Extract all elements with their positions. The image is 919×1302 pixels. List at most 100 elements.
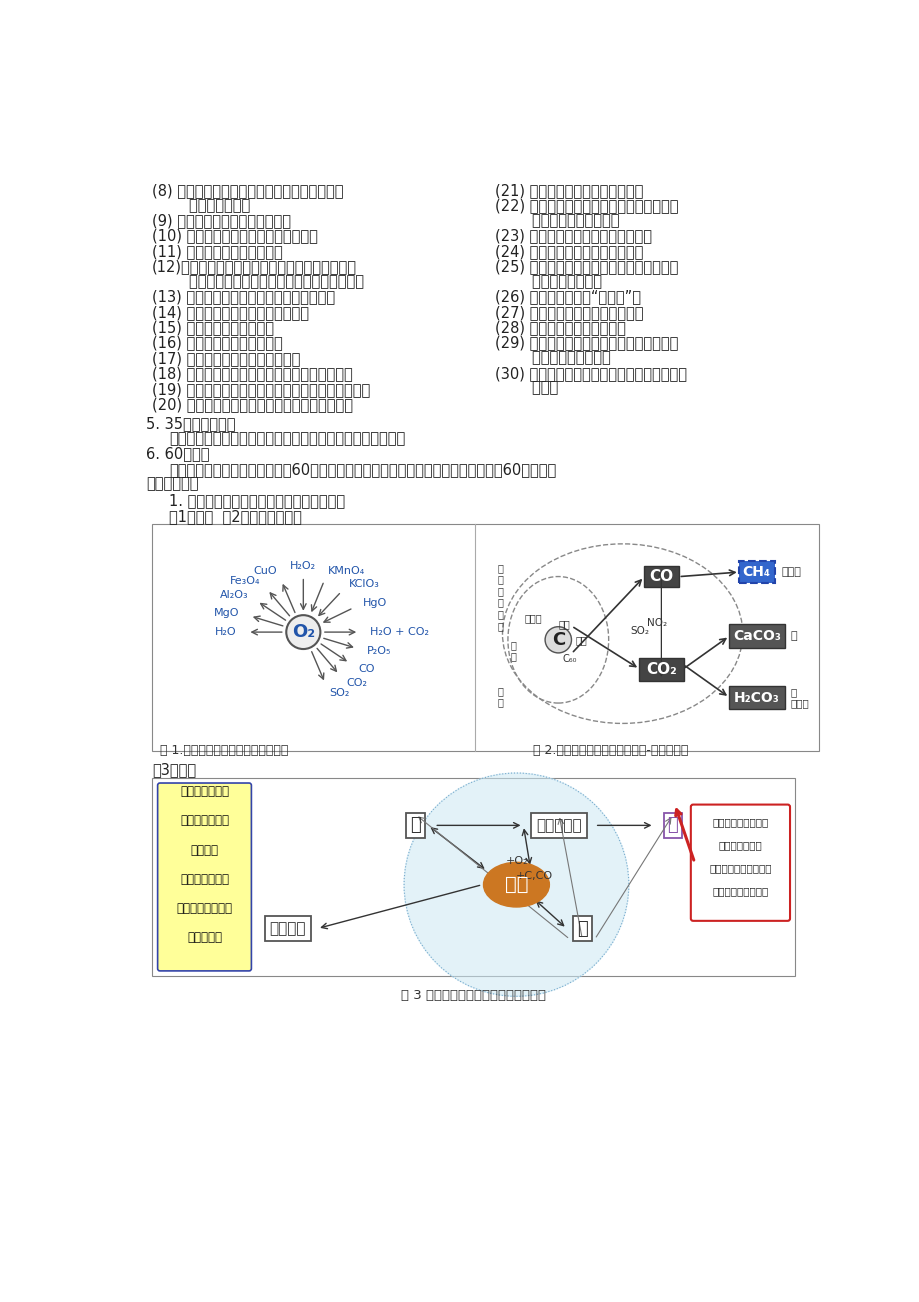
Text: Al₂O₃: Al₂O₃ <box>220 590 248 600</box>
Text: MgO: MgO <box>214 608 239 617</box>
Text: 金属: 金属 <box>505 875 528 894</box>
Text: C₆₀: C₆₀ <box>562 654 576 664</box>
Text: +C,CO: +C,CO <box>516 871 552 881</box>
Text: 金属锈蚀与腐蚀: 金属锈蚀与腐蚀 <box>180 872 229 885</box>
Text: 相关化学方程式: 相关化学方程式 <box>718 840 762 850</box>
Text: (16) 铁的三种重要化学性质；: (16) 铁的三种重要化学性质； <box>152 336 283 350</box>
Text: 的三个不同步骤；: 的三个不同步骤； <box>494 273 601 289</box>
Text: (11) 水污染的三种主要原因；: (11) 水污染的三种主要原因； <box>152 243 283 259</box>
Text: (27) 烟、雾、气的三者不同区别；: (27) 烟、雾、气的三者不同区别； <box>494 305 642 320</box>
Text: CO: CO <box>649 569 673 585</box>
Text: CO₂: CO₂ <box>346 678 367 687</box>
FancyBboxPatch shape <box>643 566 678 587</box>
FancyBboxPatch shape <box>690 805 789 921</box>
Text: KMnO₄: KMnO₄ <box>328 565 365 575</box>
Text: 图 3 有关金属知识的网格结构构示意图: 图 3 有关金属知识的网格结构构示意图 <box>401 988 546 1001</box>
Text: (20) 固体物质的溶解度受温度影响的三种情况；: (20) 固体物质的溶解度受温度影响的三种情况； <box>152 397 353 413</box>
FancyBboxPatch shape <box>728 625 784 647</box>
Text: (10) 常见的三大合成材料（共同点）；: (10) 常见的三大合成材料（共同点）； <box>152 229 318 243</box>
FancyBboxPatch shape <box>157 783 251 971</box>
FancyBboxPatch shape <box>530 812 586 837</box>
Text: (8) 最常见三种干燥剂（氢氧化鼓、浓硫酸、硫: (8) 最常见三种干燥剂（氢氧化鼓、浓硫酸、硫 <box>152 184 344 198</box>
Text: 石炭: 石炭 <box>575 635 587 644</box>
Text: 相关化学式与化合价: 相关化学式与化合价 <box>711 818 767 827</box>
Text: 金屚石: 金屚石 <box>524 613 541 624</box>
Bar <box>152 777 795 976</box>
Text: 盐: 盐 <box>789 631 796 641</box>
FancyBboxPatch shape <box>738 561 774 583</box>
Text: （查漏补缺）: （查漏补缺） <box>146 477 199 492</box>
Text: 有机物: 有机物 <box>780 568 800 577</box>
Circle shape <box>286 615 320 648</box>
Text: (25) 三种不同状态（块、粉、液）药品取用: (25) 三种不同状态（块、粉、液）药品取用 <box>494 259 677 275</box>
Text: 图 2.学习系列化物质的知识网络-映射示意图: 图 2.学习系列化物质的知识网络-映射示意图 <box>533 743 688 756</box>
Text: 碱: 碱 <box>667 816 677 835</box>
Text: Fe₃O₄: Fe₃O₄ <box>230 577 260 586</box>
Text: (29) 除杂的三个注意点（不能引狼入室、玉: (29) 除杂的三个注意点（不能引狼入室、玉 <box>494 336 677 350</box>
Bar <box>152 525 818 751</box>
Text: 盐: 盐 <box>576 919 587 937</box>
Text: H₂O + CO₂: H₂O + CO₂ <box>369 628 428 637</box>
Text: (14) 严重污染空气的三种有害气体；: (14) 严重污染空气的三种有害气体； <box>152 305 309 320</box>
Text: （3）金属: （3）金属 <box>152 762 196 777</box>
Text: (9) 二氧化碳能灭火的三点原因；: (9) 二氧化碳能灭火的三点原因； <box>152 214 291 228</box>
Text: 典型材料的用途: 典型材料的用途 <box>180 814 229 827</box>
Text: +O₂: +O₂ <box>505 855 528 866</box>
Text: CO: CO <box>358 664 375 674</box>
Text: 可归纳为：二铜、三沉、四铁、五蓝、六气、七生、八规律。: 可归纳为：二铜、三沉、四铁、五蓝、六气、七生、八规律。 <box>169 431 405 447</box>
Text: CO₂: CO₂ <box>645 661 676 677</box>
Ellipse shape <box>483 862 549 907</box>
Text: (28) 净化水常用的三种方法；: (28) 净化水常用的三种方法； <box>494 320 625 335</box>
Text: (24) 能直接加热的三种常用仪器；: (24) 能直接加热的三种常用仪器； <box>494 243 642 259</box>
Text: H₂O: H₂O <box>215 628 236 637</box>
Circle shape <box>545 626 571 652</box>
Text: SO₂: SO₂ <box>630 625 649 635</box>
Text: 重要合金: 重要合金 <box>190 844 219 857</box>
Text: 石墨: 石墨 <box>558 620 570 629</box>
Text: 金属的物理特性: 金属的物理特性 <box>180 785 229 798</box>
Text: (26) 取用药品要做到“三个不”；: (26) 取用药品要做到“三个不”； <box>494 289 640 305</box>
Text: 酸铜）不反应；: 酸铜）不反应； <box>152 198 250 212</box>
FancyBboxPatch shape <box>728 686 784 710</box>
Text: (17) 金属活动性顺序的三点运用；: (17) 金属活动性顺序的三点运用； <box>152 352 301 366</box>
Text: 相关实验现象及分析: 相关实验现象及分析 <box>711 887 767 897</box>
Text: H₂O₂: H₂O₂ <box>290 561 316 570</box>
Text: 结论）: 结论） <box>494 380 558 396</box>
Text: 图 1.学习单一物质的知识网络示意图: 图 1.学习单一物质的知识网络示意图 <box>160 743 288 756</box>
Text: CuO: CuO <box>254 566 277 577</box>
Text: (15) 物质燃烧的三个条件；: (15) 物质燃烧的三个条件； <box>152 320 274 335</box>
Text: 储
活
纳
米
碳
管: 储 活 纳 米 碳 管 <box>497 562 504 630</box>
Text: 6. 60个问题: 6. 60个问题 <box>146 447 210 461</box>
Text: (21) 实验操作中的三个三分之一；: (21) 实验操作中的三个三分之一； <box>494 184 642 198</box>
Text: 1. 注重知识内容的跨单元的发散式系统链接: 1. 注重知识内容的跨单元的发散式系统链接 <box>169 493 345 509</box>
Text: 体、沉淠、无现象）；: 体、沉淠、无现象）； <box>494 214 618 228</box>
Text: (18) 不饱和溶液变成饱和溶液的三种常见方法；: (18) 不饱和溶液变成饱和溶液的三种常见方法； <box>152 366 353 381</box>
Circle shape <box>403 773 629 996</box>
Text: (19) 分离混合物的三种方法（过滤、蒸馏、结晶）；: (19) 分离混合物的三种方法（过滤、蒸馏、结晶）； <box>152 381 370 397</box>
Text: 石俣焉、难舍难分）: 石俣焉、难舍难分） <box>494 350 610 366</box>
FancyBboxPatch shape <box>406 812 425 837</box>
FancyBboxPatch shape <box>663 812 682 837</box>
Text: (13) 原子结构图中圈、线、数的三点含意；: (13) 原子结构图中圈、线、数的三点含意； <box>152 289 335 305</box>
Text: C: C <box>551 630 564 648</box>
Text: (22) 一种试剂鉴别三种物质常用的方法（气: (22) 一种试剂鉴别三种物质常用的方法（气 <box>494 199 677 214</box>
Text: H₂CO₃: H₂CO₃ <box>733 690 778 704</box>
Text: 酸: 酸 <box>410 816 421 835</box>
Text: 金属氧化物: 金属氧化物 <box>536 818 581 833</box>
Text: NO₂: NO₂ <box>647 618 667 628</box>
FancyBboxPatch shape <box>573 917 591 941</box>
Text: 酸
催化剂: 酸 催化剂 <box>789 686 808 708</box>
Text: CH₄: CH₄ <box>742 565 770 579</box>
Text: P₂O₅: P₂O₅ <box>367 647 391 656</box>
Text: 就是将以上内容在课本中找到约60个相关习题，针寶六十道典型题，检查有没有解冶60个问题。: 就是将以上内容在课本中找到约60个相关习题，针寶六十道典型题，检查有没有解冶60… <box>169 462 556 477</box>
Text: 5. 35个重点方程式: 5. 35个重点方程式 <box>146 415 235 431</box>
Text: 燃
烧: 燃 烧 <box>497 686 504 707</box>
Text: 金属的冶炼及回收: 金属的冶炼及回收 <box>176 902 233 915</box>
Text: 工业制氢氧化鼓或漂白粉、改良酸性土壤）；: 工业制氢氧化鼓或漂白粉、改良酸性土壤）； <box>152 273 364 289</box>
Text: O₂: O₂ <box>291 624 314 641</box>
FancyBboxPatch shape <box>265 917 311 941</box>
Text: （1）氧气  （2）碳及其化合物: （1）氧气 （2）碳及其化合物 <box>169 509 301 523</box>
Text: CaCO₃: CaCO₃ <box>732 629 780 643</box>
Text: 金属的冶炼: 金属的冶炼 <box>187 931 221 944</box>
Text: HgO: HgO <box>363 598 387 608</box>
